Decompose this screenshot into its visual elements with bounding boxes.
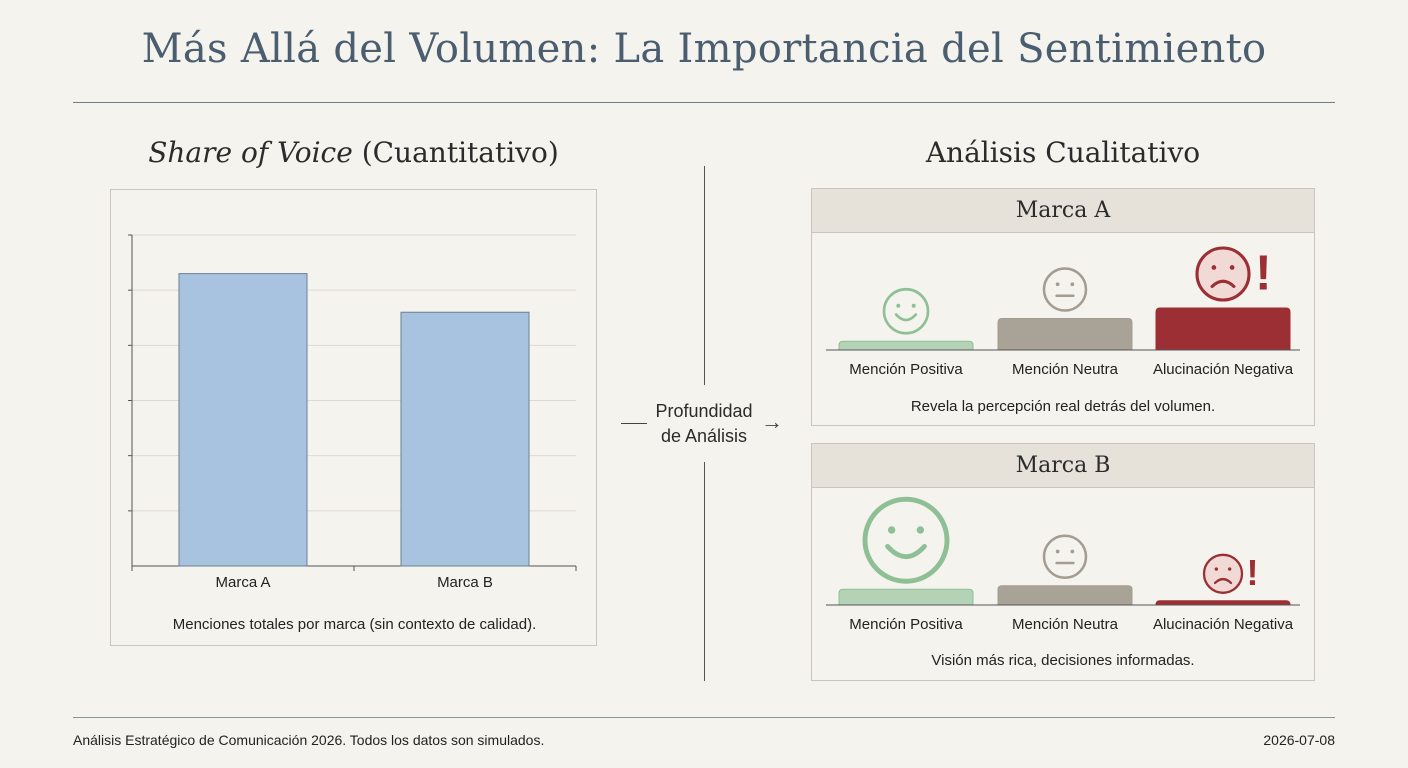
exclamation-icon: ! bbox=[1246, 552, 1258, 593]
footer-divider bbox=[73, 717, 1335, 718]
positive-bar bbox=[838, 340, 974, 351]
face-outline bbox=[1202, 553, 1244, 594]
face-outline bbox=[862, 496, 950, 584]
face-eye bbox=[916, 526, 925, 534]
sad-face-icon: ! bbox=[1195, 246, 1272, 302]
vertical-divider-top bbox=[704, 166, 705, 385]
face-eye bbox=[896, 303, 901, 308]
heading-italic-part: Share of Voice bbox=[148, 136, 353, 169]
face-eye bbox=[887, 526, 896, 534]
share-of-voice-svg: Marca A Marca B bbox=[128, 234, 577, 591]
brand-a-sentiment-svg: ! bbox=[826, 246, 1300, 351]
x-tick-label: Marca A bbox=[215, 574, 270, 591]
face-eye bbox=[1229, 265, 1235, 270]
page-title: Más Allá del Volumen: La Importancia del… bbox=[141, 26, 1267, 72]
title-divider bbox=[73, 102, 1335, 103]
brand-b-caption: Visión más rica, decisiones informadas. bbox=[931, 652, 1195, 669]
brand-a-panel: Marca A ! Mención Positiva Mención Neutr… bbox=[811, 188, 1315, 426]
neutral-bar bbox=[997, 585, 1133, 606]
positive-bar bbox=[838, 588, 974, 606]
face-eye bbox=[1227, 567, 1232, 571]
face-eye bbox=[1211, 265, 1217, 270]
neutral-face-icon bbox=[1042, 267, 1088, 312]
brand-a-caption: Revela la percepción real detrás del vol… bbox=[910, 398, 1216, 415]
face-eye bbox=[911, 303, 916, 308]
face-frown bbox=[1213, 577, 1233, 585]
share-of-voice-chart: Marca A Marca B Menciones totales por mar… bbox=[110, 189, 597, 646]
brand-a-neutral-label: Mención Neutra bbox=[1012, 361, 1118, 378]
depth-label-line2: de Análisis bbox=[660, 426, 748, 446]
chart-caption: Menciones totales por marca (sin context… bbox=[172, 616, 537, 633]
face-smile bbox=[894, 313, 918, 322]
sad-face-icon: ! bbox=[1202, 552, 1258, 594]
face-eye bbox=[1055, 549, 1060, 554]
brand-a-positive-label: Mención Positiva bbox=[849, 361, 963, 378]
depth-label: Profundidad de Análisis bbox=[643, 399, 765, 449]
face-eye bbox=[1214, 567, 1219, 571]
face-eye bbox=[1070, 549, 1075, 554]
bar bbox=[178, 273, 308, 567]
face-outline bbox=[882, 287, 930, 335]
brand-b-positive-label: Mención Positiva bbox=[849, 616, 963, 633]
face-frown bbox=[1210, 279, 1236, 289]
negative-bar bbox=[1155, 307, 1291, 351]
bar bbox=[400, 311, 530, 567]
footer-date: 2026-07-08 bbox=[1263, 732, 1335, 748]
face-outline bbox=[1042, 267, 1088, 312]
depth-label-line1: Profundidad bbox=[655, 401, 753, 421]
right-arrow-icon: → bbox=[761, 409, 783, 434]
connector-dash bbox=[621, 423, 647, 424]
face-eye bbox=[1070, 282, 1075, 287]
heading-rest-part: (Cuantitativo) bbox=[352, 136, 559, 169]
brand-a-negative-label: Alucinación Negativa bbox=[1152, 361, 1294, 378]
qualitative-heading: Análisis Cualitativo bbox=[925, 136, 1201, 169]
brand-b-sentiment-svg: ! bbox=[826, 496, 1300, 606]
brand-b-negative-label: Alucinación Negativa bbox=[1152, 616, 1294, 633]
exclamation-icon: ! bbox=[1255, 246, 1271, 301]
negative-bar bbox=[1155, 600, 1291, 606]
footer-note: Análisis Estratégico de Comunicación 202… bbox=[73, 732, 545, 748]
vertical-divider-bottom bbox=[704, 462, 705, 681]
brand-a-panel-title: Marca A bbox=[812, 189, 1314, 233]
neutral-bar bbox=[997, 318, 1133, 351]
brand-b-panel: Marca B ! Mención Positiva Mención Neutr… bbox=[811, 443, 1315, 681]
brand-b-panel-title: Marca B bbox=[812, 444, 1314, 488]
face-smile bbox=[885, 543, 927, 560]
brand-b-neutral-label: Mención Neutra bbox=[1012, 616, 1118, 633]
neutral-face-icon bbox=[1042, 534, 1088, 580]
happy-face-icon bbox=[882, 287, 930, 335]
happy-face-icon bbox=[862, 496, 950, 584]
x-tick-label: Marca B bbox=[437, 574, 493, 591]
face-outline bbox=[1042, 534, 1088, 580]
share-of-voice-heading: Share of Voice (Cuantitativo) bbox=[110, 136, 597, 169]
face-outline bbox=[1195, 246, 1251, 302]
face-eye bbox=[1055, 282, 1060, 287]
